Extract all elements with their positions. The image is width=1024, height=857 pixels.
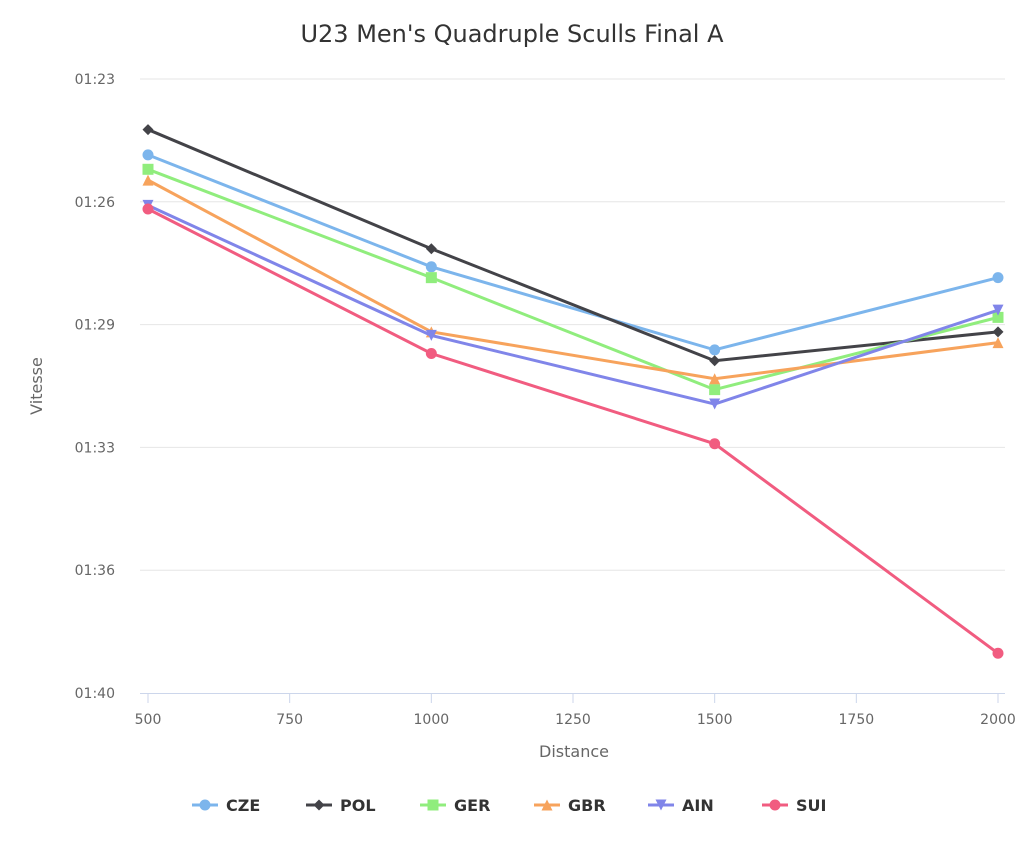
y-axis-label: Vitesse <box>27 357 46 415</box>
legend-label: AIN <box>682 796 714 815</box>
data-point <box>709 344 721 356</box>
x-tick-label: 1500 <box>697 712 733 728</box>
series-ain <box>142 199 1004 410</box>
legend-label: CZE <box>226 796 260 815</box>
y-tick-label: 01:33 <box>75 440 115 456</box>
legend-label: SUI <box>796 796 826 815</box>
legend-item-ger[interactable]: GER <box>420 796 490 815</box>
legend-label: GBR <box>568 796 606 815</box>
legend-label: GER <box>454 796 490 815</box>
series-cze <box>142 149 1004 356</box>
data-point <box>992 304 1004 316</box>
legend-marker-icon <box>199 799 211 811</box>
y-tick-label: 01:26 <box>75 195 115 211</box>
series-line <box>147 207 999 655</box>
data-point <box>709 384 721 396</box>
data-point <box>709 398 721 410</box>
data-point <box>992 272 1004 284</box>
legend-item-pol[interactable]: POL <box>306 796 376 815</box>
legend-item-ain[interactable]: AIN <box>648 796 714 815</box>
data-point <box>142 174 154 186</box>
data-point <box>425 243 437 255</box>
y-tick-label: 01:36 <box>75 563 115 579</box>
data-point <box>709 373 721 385</box>
data-point <box>425 329 437 341</box>
legend-label: POL <box>340 796 376 815</box>
data-point <box>992 647 1004 659</box>
series-ger <box>142 163 1004 396</box>
series-line <box>147 128 999 363</box>
legend-item-gbr[interactable]: GBR <box>534 796 606 815</box>
data-point <box>992 337 1004 349</box>
series-sui <box>142 203 1004 659</box>
legend-item-sui[interactable]: SUI <box>762 796 826 815</box>
data-point <box>992 326 1004 338</box>
x-tick-label: 750 <box>276 712 303 728</box>
data-point <box>709 355 721 367</box>
y-tick-label: 01:23 <box>75 72 115 88</box>
data-point <box>142 203 154 215</box>
data-point <box>425 272 437 284</box>
y-tick-label: 01:40 <box>75 686 115 702</box>
x-tick-label: 1250 <box>555 712 591 728</box>
series-line <box>147 153 999 352</box>
legend-marker-icon <box>655 799 667 811</box>
series-line <box>147 167 999 392</box>
data-point <box>425 347 437 359</box>
x-tick-label: 500 <box>135 712 162 728</box>
series-line <box>147 178 999 381</box>
data-point <box>142 163 154 175</box>
legend-marker-icon <box>769 799 781 811</box>
data-point <box>992 311 1004 323</box>
x-axis-label: Distance <box>539 742 609 761</box>
x-tick-label: 2000 <box>980 712 1016 728</box>
data-point <box>425 261 437 273</box>
series-line <box>147 204 999 406</box>
legend-item-cze[interactable]: CZE <box>192 796 260 815</box>
data-point <box>142 124 154 136</box>
legend-marker-icon <box>313 799 325 811</box>
legend-marker-icon <box>427 799 439 811</box>
data-point <box>142 149 154 161</box>
y-tick-label: 01:29 <box>75 318 115 334</box>
series-gbr <box>142 174 1004 385</box>
legend-marker-icon <box>541 799 553 811</box>
series-pol <box>142 124 1004 367</box>
x-tick-label: 1000 <box>414 712 450 728</box>
data-point <box>709 438 721 450</box>
x-tick-label: 1750 <box>839 712 875 728</box>
chart-title: U23 Men's Quadruple Sculls Final A <box>300 20 724 48</box>
